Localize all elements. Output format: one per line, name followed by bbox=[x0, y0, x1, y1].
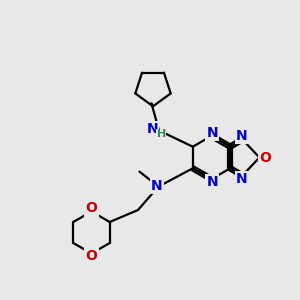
Text: O: O bbox=[85, 202, 98, 215]
Text: N: N bbox=[236, 129, 248, 142]
Text: N: N bbox=[236, 172, 248, 186]
Text: N: N bbox=[206, 126, 218, 140]
Text: H: H bbox=[157, 129, 166, 139]
Text: N: N bbox=[147, 122, 158, 136]
Text: N: N bbox=[151, 179, 163, 193]
Text: N: N bbox=[206, 175, 218, 189]
Text: O: O bbox=[85, 250, 98, 263]
Text: O: O bbox=[259, 151, 271, 164]
